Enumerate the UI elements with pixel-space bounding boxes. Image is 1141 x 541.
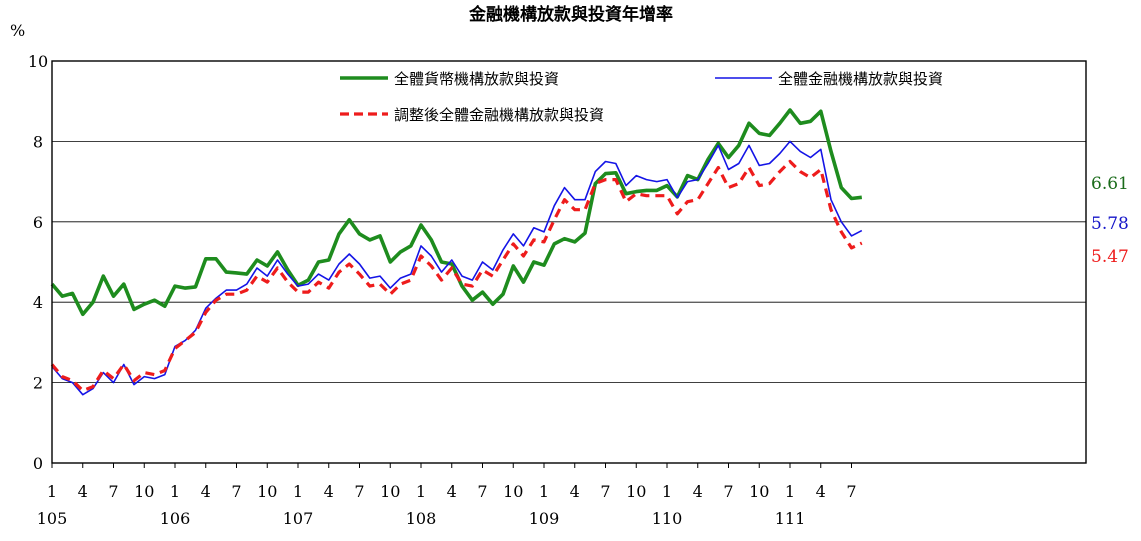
- x-tick-label: 1: [47, 482, 57, 501]
- x-tick-label: 4: [324, 482, 334, 501]
- gridlines: [52, 140, 1086, 384]
- y-tick-label: 2: [33, 374, 43, 393]
- legend-label-2: 全體金融機構放款與投資: [778, 70, 943, 88]
- legend-label-3: 調整後全體金融機構放款與投資: [394, 106, 604, 124]
- axis-labels: 0 2 4 6 8 10 1 4 7 10 1 4 7 10 1 4 7 10 1 4 7 10 1 4 7 10 1 4 7 10 1 4 7…: [28, 52, 857, 528]
- x-year-label: 107: [283, 509, 314, 528]
- x-tick-label: 4: [201, 482, 211, 501]
- end-value-label-2: 5.78: [1091, 214, 1129, 234]
- x-tick-label: 7: [354, 482, 364, 501]
- x-tick-label: 1: [170, 482, 180, 501]
- x-tick-label: 10: [749, 482, 769, 501]
- x-tick-label: 7: [600, 482, 610, 501]
- y-tick-label: 6: [33, 213, 43, 232]
- y-tick-label: 8: [33, 132, 43, 151]
- x-year-label: 111: [775, 509, 806, 528]
- x-tick-label: 10: [134, 482, 154, 501]
- x-tick-label: 4: [447, 482, 457, 501]
- x-tick-label: 4: [816, 482, 826, 501]
- x-year-label: 106: [160, 509, 191, 528]
- y-tick-label: 0: [33, 454, 43, 473]
- x-year-label: 108: [406, 509, 437, 528]
- x-tick-label: 1: [662, 482, 672, 501]
- x-tick-label: 7: [723, 482, 733, 501]
- x-tick-label: 10: [380, 482, 400, 501]
- y-axis-unit-label: %: [10, 21, 25, 40]
- x-tick-label: 1: [785, 482, 795, 501]
- x-tick-label: 7: [846, 482, 856, 501]
- series-line-2: [51, 140, 863, 396]
- x-tick-label: 4: [693, 482, 703, 501]
- x-tick-label: 1: [416, 482, 426, 501]
- x-tick-label: 7: [108, 482, 118, 501]
- x-tick-label: 1: [293, 482, 303, 501]
- end-value-label-1: 6.61: [1091, 174, 1129, 194]
- x-tick-label: 4: [78, 482, 88, 501]
- x-tick-label: 7: [231, 482, 241, 501]
- x-year-label: 109: [529, 509, 560, 528]
- end-value-labels: 6.61 5.78 5.47: [1091, 174, 1129, 267]
- legend-label-1: 全體貨幣機構放款與投資: [394, 70, 559, 88]
- x-year-label: 110: [652, 509, 683, 528]
- x-tick-label: 10: [503, 482, 523, 501]
- x-tick-label: 7: [477, 482, 487, 501]
- series-line-3: [50, 159, 863, 393]
- y-tick-label: 4: [33, 293, 43, 312]
- x-tick-label: 10: [626, 482, 646, 501]
- plot-frame: [51, 60, 1087, 464]
- x-tick-label: 10: [257, 482, 277, 501]
- series-lines: [50, 108, 863, 396]
- x-tick-label: 1: [539, 482, 549, 501]
- chart-title: 金融機構放款與投資年增率: [468, 4, 673, 25]
- y-tick-label: 10: [28, 52, 48, 71]
- x-tick-label: 4: [570, 482, 580, 501]
- x-year-label: 105: [37, 509, 68, 528]
- series-line-1: [50, 108, 863, 317]
- end-value-label-3: 5.47: [1091, 247, 1129, 267]
